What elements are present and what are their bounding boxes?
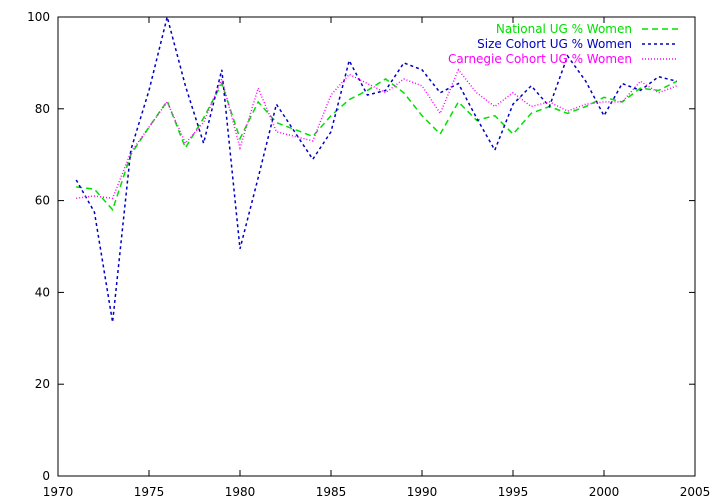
x-tick-label: 2000 <box>589 485 620 499</box>
x-tick-label: 1995 <box>498 485 529 499</box>
legend-label-0: National UG % Women <box>496 22 632 36</box>
x-tick-label: 1990 <box>407 485 438 499</box>
legend-label-1: Size Cohort UG % Women <box>477 37 632 51</box>
y-tick-label: 80 <box>35 102 50 116</box>
y-tick-label: 0 <box>42 469 50 483</box>
y-tick-label: 100 <box>27 10 50 24</box>
series-lines <box>75 16 678 323</box>
x-tick-label: 1980 <box>225 485 256 499</box>
plot-frame <box>57 16 696 477</box>
x-tick-label: 1985 <box>316 485 347 499</box>
y-tick-label: 60 <box>35 194 50 208</box>
x-tick-label: 2005 <box>680 485 711 499</box>
series-line-0 <box>76 78 678 212</box>
axes: 1970 1975 1980 1985 1990 1995 2000 2005 0 20 40 60 8… <box>27 10 710 499</box>
x-tick-label: 1970 <box>43 485 74 499</box>
x-tick-label: 1975 <box>134 485 165 499</box>
y-tick-label: 20 <box>35 377 50 391</box>
legend-label-2: Carnegie Cohort UG % Women <box>448 52 632 66</box>
series-line-2 <box>76 68 678 200</box>
y-tick-label: 40 <box>35 285 50 299</box>
